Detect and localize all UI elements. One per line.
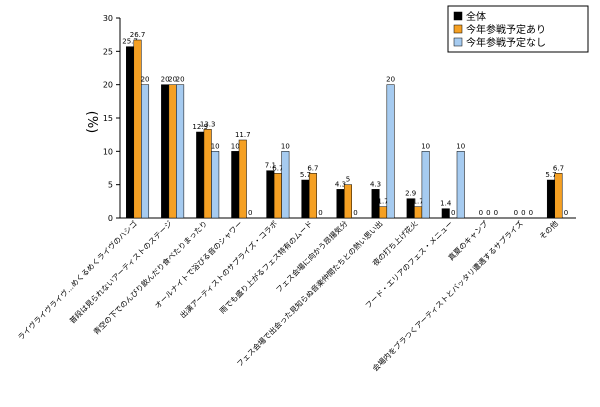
bar-s1-c0 xyxy=(133,39,142,219)
x-tick-label-6: フェス会場に向かう昂揚気分 xyxy=(273,218,349,294)
data-label-s2-c2: 10 xyxy=(211,142,220,150)
bar-s0-c4 xyxy=(266,170,275,219)
y-tick-label-5: 25 xyxy=(103,47,113,56)
bar-s2-c9 xyxy=(456,151,465,219)
data-label-s1-c2: 13.3 xyxy=(200,120,216,128)
y-tick-label-0: 0 xyxy=(108,214,113,223)
data-label-s0-c6: 4.3 xyxy=(335,180,346,188)
data-label-s2-c3: 0 xyxy=(248,209,252,217)
data-label-s1-c6: 5 xyxy=(346,176,350,184)
bar-s0-c12 xyxy=(546,179,555,219)
bar-s2-c8 xyxy=(421,151,430,219)
bar-s1-c3 xyxy=(238,139,247,219)
data-label-s1-c3: 11.7 xyxy=(235,131,251,139)
legend-label-1: 今年参戦予定あり xyxy=(466,23,546,36)
legend-label-2: 今年参戦予定なし xyxy=(466,36,546,49)
bar-s2-c0 xyxy=(141,84,150,219)
legend-swatch-0 xyxy=(453,11,463,21)
bar-s1-c5 xyxy=(308,173,317,219)
data-label-s0-c10: 0 xyxy=(479,209,483,217)
legend-swatch-2 xyxy=(453,37,463,47)
data-label-s2-c8: 10 xyxy=(421,142,430,150)
bar-s0-c2 xyxy=(196,131,205,219)
bar-s0-c6 xyxy=(336,189,345,219)
y-axis-label: (%) xyxy=(84,111,99,134)
bar-s1-c4 xyxy=(273,173,282,219)
bar-s2-c1 xyxy=(176,84,185,219)
data-label-s1-c11: 0 xyxy=(521,209,525,217)
legend-swatch-1 xyxy=(453,24,463,34)
data-label-s0-c7: 4.3 xyxy=(370,180,381,188)
data-label-s2-c4: 10 xyxy=(281,142,290,150)
x-tick-label-12: その他 xyxy=(537,218,560,241)
data-label-s1-c10: 0 xyxy=(486,209,490,217)
data-label-s0-c4: 7.1 xyxy=(265,162,276,170)
legend-box xyxy=(447,5,589,53)
y-tick-label-3: 15 xyxy=(103,114,113,123)
data-label-s2-c0: 20 xyxy=(141,76,150,84)
data-label-s2-c5: 0 xyxy=(318,209,322,217)
data-label-s0-c8: 2.9 xyxy=(405,190,416,198)
data-label-s2-c1: 20 xyxy=(176,76,185,84)
y-tick-label-2: 10 xyxy=(103,147,113,156)
data-label-s0-c9: 1.4 xyxy=(440,200,452,208)
data-label-s0-c2: 12.9 xyxy=(192,123,208,131)
data-label-s1-c9: 0 xyxy=(451,209,455,217)
data-label-s0-c0: 25.7 xyxy=(122,38,138,46)
bar-s0-c9 xyxy=(441,208,450,219)
data-label-s0-c5: 5.7 xyxy=(300,171,311,179)
data-label-s0-c12: 5.7 xyxy=(545,171,556,179)
data-label-s1-c0: 26.7 xyxy=(130,31,146,39)
data-label-s2-c9: 10 xyxy=(456,142,465,150)
bar-s1-c12 xyxy=(554,173,563,219)
y-tick-label-6: 30 xyxy=(103,14,113,23)
data-label-s2-c10: 0 xyxy=(494,209,498,217)
data-label-s1-c12: 6.7 xyxy=(553,164,564,172)
bar-s2-c4 xyxy=(281,151,290,219)
bar-s1-c6 xyxy=(344,184,352,219)
legend-label-0: 全体 xyxy=(466,10,486,23)
y-tick-label-1: 5 xyxy=(108,181,113,190)
data-label-s0-c3: 10 xyxy=(231,142,240,150)
data-label-s1-c7: 1.7 xyxy=(378,198,389,206)
data-label-s0-c11: 0 xyxy=(514,209,518,217)
data-label-s1-c8: 1.7 xyxy=(413,198,424,206)
bar-s2-c7 xyxy=(386,84,395,219)
bar-s1-c1 xyxy=(168,84,177,219)
data-label-s0-c1: 20 xyxy=(161,76,170,84)
bar-s0-c7 xyxy=(371,189,380,219)
bar-s0-c1 xyxy=(161,84,170,219)
data-label-s2-c7: 20 xyxy=(386,76,395,84)
bar-s0-c0 xyxy=(126,46,135,219)
bar-s0-c3 xyxy=(231,151,240,219)
data-label-s2-c12: 0 xyxy=(564,209,568,217)
x-tick-label-0: ライヴライヴライヴ…めくるめくライヴのハシゴ xyxy=(15,218,139,342)
data-label-s1-c5: 6.7 xyxy=(307,164,318,172)
bar-s0-c5 xyxy=(301,179,310,219)
bar-s1-c7 xyxy=(379,206,388,219)
data-label-s1-c1: 20 xyxy=(168,76,177,84)
y-tick-label-4: 20 xyxy=(103,81,113,90)
bar-s2-c2 xyxy=(211,151,220,219)
data-label-s2-c6: 0 xyxy=(353,209,357,217)
data-label-s2-c11: 0 xyxy=(529,209,533,217)
bar-s1-c8 xyxy=(414,206,423,219)
data-label-s1-c4: 6.7 xyxy=(272,164,283,172)
